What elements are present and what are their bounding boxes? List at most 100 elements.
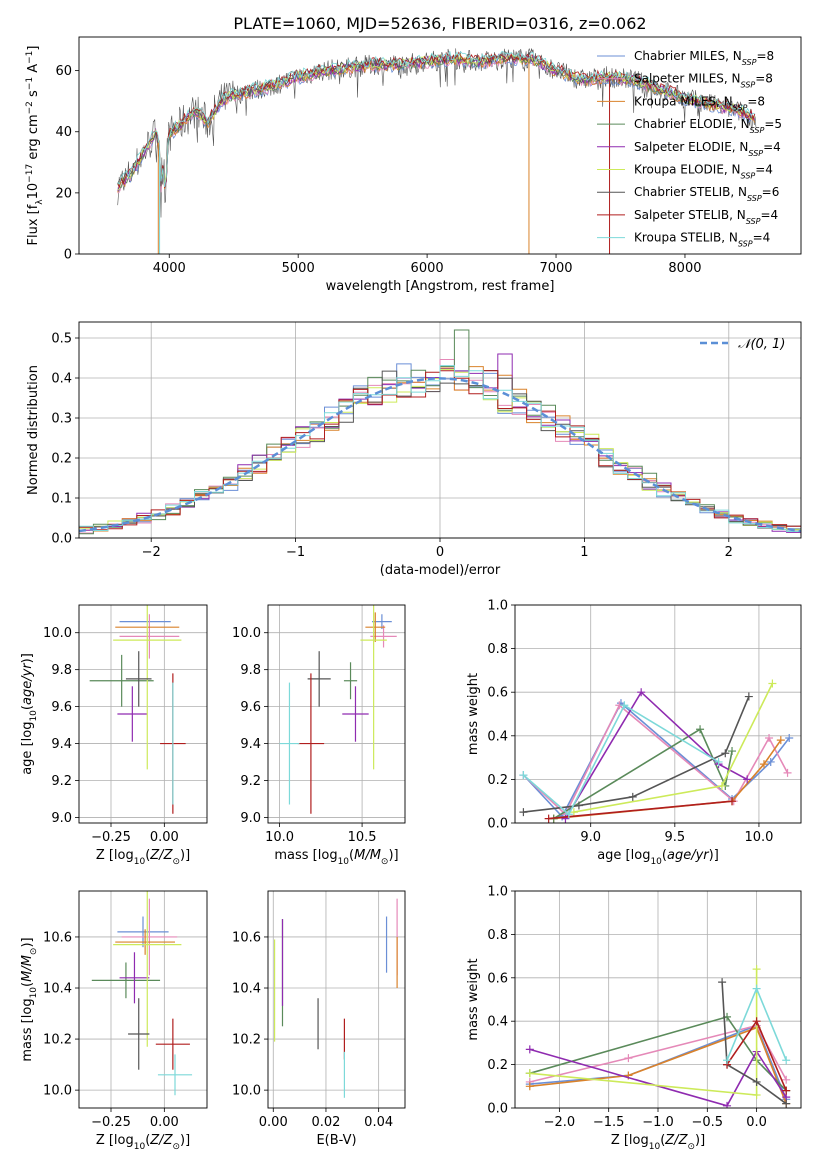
errorbar-point <box>360 605 387 770</box>
axes-frame <box>514 604 802 824</box>
mass-weight-marker <box>783 768 792 777</box>
y-tick-label: 9.6 <box>51 700 72 715</box>
label-part: )] <box>180 1133 190 1148</box>
mass-weight-marker <box>782 1075 791 1084</box>
label-part: s <box>26 90 41 101</box>
y-tick-label: 10.4 <box>43 982 72 997</box>
label-part: =8 <box>747 94 765 108</box>
y-tick-label: 10.0 <box>232 1084 261 1099</box>
mass-weight-marker <box>759 760 768 769</box>
y-tick-label: 0.6 <box>487 686 508 701</box>
label-part: =8 <box>756 49 774 63</box>
y-tick-label: 10.2 <box>232 1033 261 1048</box>
x-axis-label: E(B-V) <box>316 1133 356 1148</box>
label-part: Z [log <box>96 848 134 863</box>
label-part: )] <box>695 1133 705 1148</box>
mass-weight-line <box>548 800 733 820</box>
y-tick-label: 9.2 <box>51 774 72 789</box>
label-part: ⊙ <box>172 1142 180 1152</box>
spectrum-panel: 4000 5000 6000 7000 8000 0 20 40 60 wavelength [A… <box>25 36 802 294</box>
errorbar-point <box>297 673 325 814</box>
legend-label: Kroupa STELIB, NSSP=4 <box>634 231 770 249</box>
mass-weight-marker <box>574 801 583 810</box>
label-part: 10 <box>134 857 146 867</box>
label-part: wavelength [Angstrom, rest frame] <box>326 279 555 294</box>
x-tick-label: 9.0 <box>580 830 601 845</box>
mass-weight-marker <box>782 1056 791 1065</box>
label-part: Salpeter STELIB, N <box>634 208 746 222</box>
label-part: −1 <box>25 51 35 64</box>
label-part: 10 <box>134 1142 146 1152</box>
axes-frame <box>514 890 802 1109</box>
legend-label: Kroupa ELODIE, NSSP=4 <box>634 163 773 181</box>
mass-weight-marker <box>744 692 753 701</box>
errorbar-point <box>89 654 154 707</box>
y-tick-label: 0.4 <box>487 1015 508 1030</box>
label-part: Z [log <box>611 1133 649 1148</box>
axes-frame <box>78 604 208 824</box>
age-vs-metallicity-panel: −0.25 0.009.09.29.49.69.810.0Z [log10(Z/Z… <box>20 604 208 867</box>
errorbar-point <box>342 686 369 742</box>
mass-weight-marker <box>752 1017 761 1026</box>
y-tick-label: 0.0 <box>487 817 508 832</box>
mass-weight-vs-age-panel: 9.0 9.5 10.0 0.0 0.2 0.4 0.6 0.8 1.0 age [log10(a… <box>466 599 802 867</box>
mass-weight-marker <box>628 792 637 801</box>
label-part: Z/Z <box>149 1133 173 1148</box>
label-part: ( <box>145 848 150 863</box>
mass-vs-ebv-panel: 0.00 0.02 0.04 10.0 10.2 10.4 10.6 E(B-V) <box>232 890 406 1148</box>
y-tick-label: 60 <box>55 64 72 79</box>
y-tick-label: 10.0 <box>43 1084 72 1099</box>
label-part: 10 <box>650 857 662 867</box>
y-tick-label: 20 <box>55 186 72 201</box>
mass-weight-marker <box>782 1086 791 1095</box>
y-axis-label: Normed distribution <box>26 365 41 495</box>
mass-weight-marker <box>728 797 737 806</box>
mass-weight-marker <box>728 747 737 756</box>
label-part: )] <box>20 653 35 663</box>
y-tick-label: 10.6 <box>232 930 261 945</box>
label-part: (data-model)/error <box>380 563 501 578</box>
label-part: ⊙ <box>381 857 389 867</box>
label-part: SSP <box>738 239 753 248</box>
label-part: =4 <box>763 140 781 154</box>
normal-curve <box>79 377 801 533</box>
y-tick-label: 9.6 <box>240 700 261 715</box>
x-tick-label: −0.5 <box>692 1115 724 1130</box>
x-tick-label: 0.00 <box>150 830 179 845</box>
label-part: )] <box>709 848 719 863</box>
axes-frame <box>267 890 406 1109</box>
plot-area <box>117 48 757 254</box>
mass-weight-line <box>721 982 787 1105</box>
label-part: A <box>26 64 41 77</box>
label-part: ⊙ <box>29 948 39 956</box>
mass-weight-marker <box>519 771 528 780</box>
x-tick-label: 4000 <box>153 261 186 276</box>
model-spectrum-line <box>117 51 756 189</box>
label-part: mass weight <box>466 673 481 755</box>
mass-weight-marker <box>714 757 723 766</box>
x-tick-label: 10.0 <box>265 830 294 845</box>
label-part: Salpeter MILES, N <box>634 72 741 86</box>
x-tick-label: −1.0 <box>642 1115 674 1130</box>
legend-label: Salpeter MILES, NSSP=8 <box>634 72 773 90</box>
mass-weight-marker <box>743 775 752 784</box>
mass-weight-line <box>529 1024 787 1083</box>
mass-weight-marker <box>525 1069 534 1078</box>
errorbar-point <box>113 891 182 1047</box>
y-tick-label: 0 <box>64 248 72 263</box>
mass-weight-line <box>523 696 750 813</box>
label-part: ( <box>662 848 667 863</box>
y-tick-label: 0.1 <box>51 492 72 507</box>
mass-weight-marker <box>696 725 705 734</box>
y-tick-label: 0.2 <box>487 1058 508 1073</box>
x-tick-label: 9.5 <box>664 830 685 845</box>
axes-frame <box>78 890 208 1109</box>
mass-weight-marker <box>723 1056 732 1065</box>
label-part: 10 <box>26 183 41 200</box>
y-tick-label: 9.8 <box>240 663 261 678</box>
mass-weight-marker <box>782 1099 791 1108</box>
y-tick-label: 9.4 <box>240 737 261 752</box>
errorbar-point <box>115 929 175 955</box>
x-tick-label: 0.02 <box>311 1115 340 1130</box>
mass-weight-line <box>522 704 720 816</box>
